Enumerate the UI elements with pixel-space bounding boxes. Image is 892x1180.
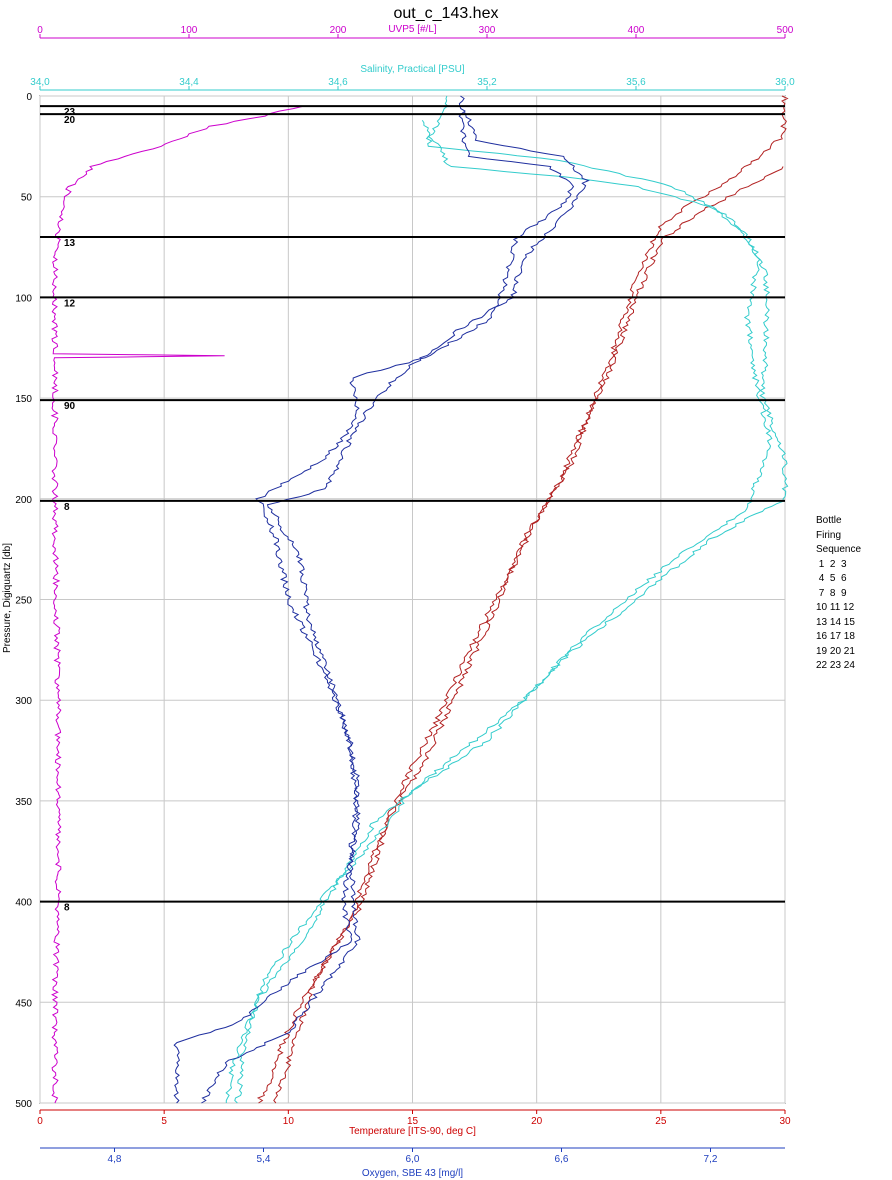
oxy-profile-line bbox=[173, 95, 575, 1104]
oxy-tick-label: 6,6 bbox=[555, 1154, 569, 1165]
y-tick-label: 350 bbox=[15, 797, 32, 808]
uvp-axis-label: UVP5 [#/L] bbox=[388, 24, 437, 35]
legend-row: 10 11 12 bbox=[816, 602, 855, 613]
legend-row: 1 2 3 bbox=[816, 558, 847, 570]
sal-profile-line bbox=[225, 119, 773, 1103]
legend-row: 4 5 6 bbox=[816, 573, 847, 584]
bottle-number-label: 23 bbox=[64, 107, 76, 118]
temp-tick-label: 15 bbox=[407, 1116, 419, 1127]
legend-row: 19 20 21 bbox=[816, 645, 855, 657]
uvp-tick-label: 400 bbox=[628, 25, 645, 36]
legend-title-line: Firing bbox=[816, 529, 842, 541]
sal-profile-line bbox=[234, 95, 789, 1104]
sal-tick-label: 34,0 bbox=[30, 77, 50, 88]
legend-row: 16 17 18 bbox=[816, 631, 855, 642]
temp-tick-label: 20 bbox=[531, 1116, 543, 1127]
uvp-tick-label: 500 bbox=[777, 25, 794, 36]
temp-tick-label: 5 bbox=[161, 1116, 167, 1127]
y-tick-label: 0 bbox=[26, 92, 32, 103]
sal-axis-label: Salinity, Practical [PSU] bbox=[360, 64, 465, 75]
y-tick-label: 500 bbox=[15, 1099, 32, 1110]
legend-title-line: Sequence bbox=[816, 544, 862, 555]
oxy-tick-label: 4,8 bbox=[108, 1154, 122, 1165]
bottle-number-label: 13 bbox=[64, 238, 76, 249]
temp-profile-line bbox=[256, 166, 784, 1104]
sal-tick-label: 34,4 bbox=[179, 77, 199, 88]
bottle-legend: Bottle Firing Sequence 1 2 3 4 5 6 7 8 9… bbox=[816, 514, 861, 674]
oxy-axis-label: Oxygen, SBE 43 [mg/l] bbox=[362, 1168, 463, 1179]
oxy-tick-label: 6,0 bbox=[406, 1154, 420, 1165]
uvp-profile-line bbox=[50, 105, 304, 1104]
y-tick-label: 50 bbox=[21, 193, 33, 204]
series-group bbox=[50, 95, 789, 1104]
uvp-tick-label: 100 bbox=[181, 25, 198, 36]
uvp-tick-label: 300 bbox=[479, 25, 496, 36]
legend-row: 13 14 15 bbox=[816, 616, 855, 628]
bottle-number-label: 8 bbox=[64, 502, 70, 513]
sal-tick-label: 36,0 bbox=[775, 77, 795, 88]
y-tick-label: 150 bbox=[15, 394, 32, 405]
oxy-tick-label: 7,2 bbox=[704, 1154, 718, 1165]
temp-tick-label: 25 bbox=[655, 1116, 667, 1127]
y-tick-label: 400 bbox=[15, 898, 32, 909]
uvp-tick-label: 0 bbox=[37, 25, 43, 36]
y-tick-label: 450 bbox=[15, 998, 32, 1009]
legend-title-line: Bottle bbox=[816, 515, 842, 526]
y-tick-label: 200 bbox=[15, 495, 32, 506]
grid bbox=[39, 95, 786, 1104]
chart-title: out_c_143.hex bbox=[394, 5, 499, 22]
legend-row: 22 23 24 bbox=[816, 660, 855, 671]
temp-axis-label: Temperature [ITS-90, deg C] bbox=[349, 1126, 476, 1137]
y-tick-label: 250 bbox=[15, 596, 32, 607]
temp-tick-label: 10 bbox=[283, 1116, 295, 1127]
sal-tick-label: 35,2 bbox=[477, 77, 497, 88]
sal-tick-label: 35,6 bbox=[626, 77, 646, 88]
bottle-number-label: 90 bbox=[64, 401, 76, 412]
y-axis-label: Pressure, Digiquartz [db] bbox=[2, 543, 13, 653]
oxy-profile-line bbox=[201, 111, 590, 1104]
y-tick-label: 300 bbox=[15, 696, 32, 707]
y-tick-label: 100 bbox=[15, 293, 32, 304]
bottle-number-label: 8 bbox=[64, 903, 70, 914]
bottle-number-label: 12 bbox=[64, 298, 76, 309]
oxy-tick-label: 5,4 bbox=[257, 1154, 271, 1165]
temp-tick-label: 30 bbox=[779, 1116, 791, 1127]
uvp-tick-label: 200 bbox=[330, 25, 347, 36]
bottle-number-label: 20 bbox=[64, 115, 76, 126]
temp-tick-label: 0 bbox=[37, 1116, 43, 1127]
sal-tick-label: 34,6 bbox=[328, 77, 348, 88]
legend-row: 7 8 9 bbox=[816, 587, 847, 599]
